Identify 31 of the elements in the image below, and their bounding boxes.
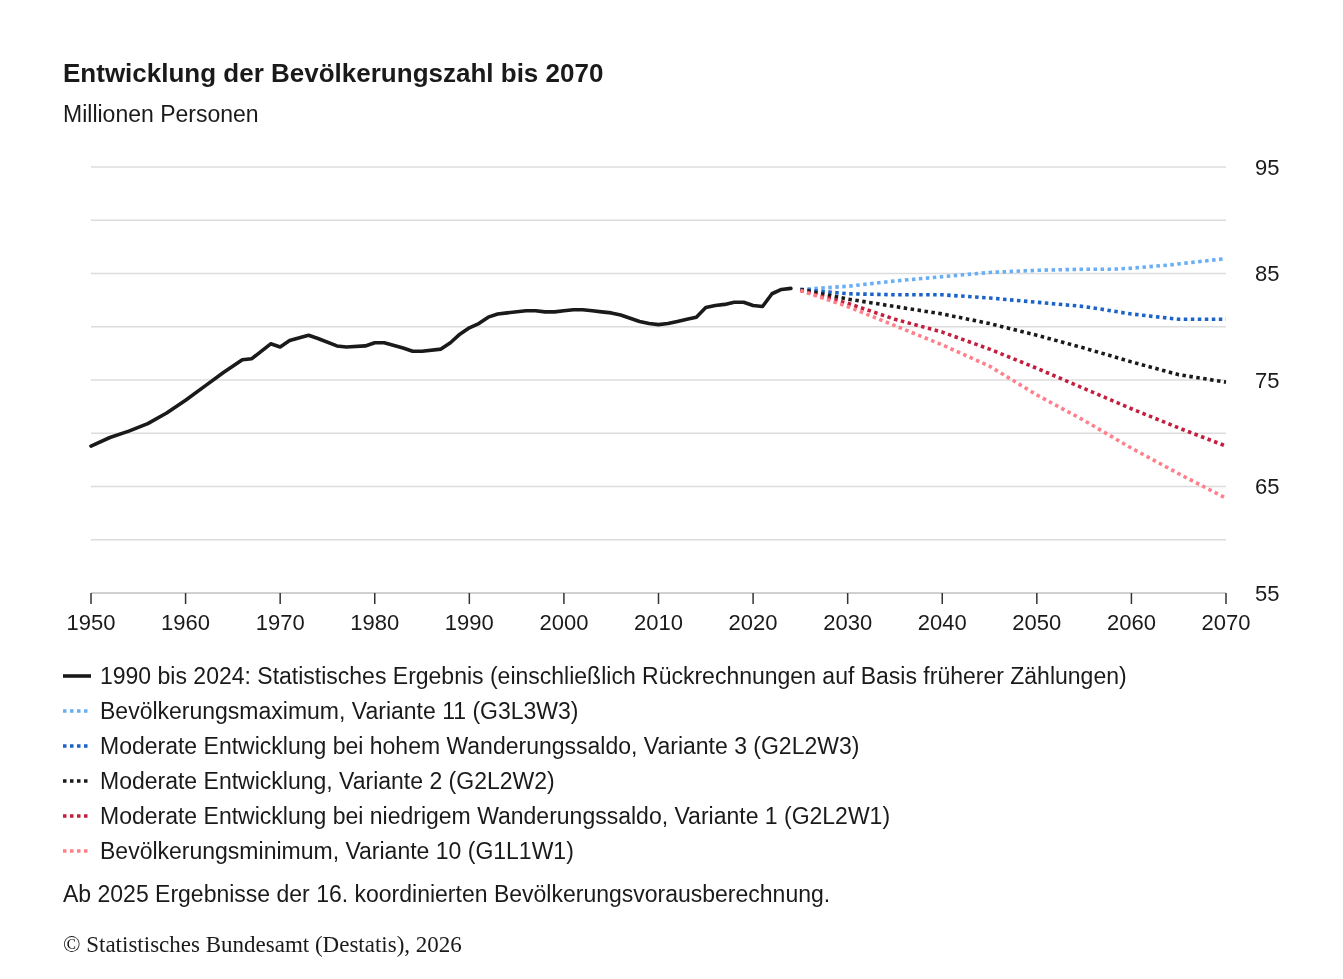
x-tick-label: 2060 [1106,609,1156,635]
x-tick-label: 2010 [634,609,683,635]
x-tick-label: 1990 [444,609,494,635]
x-tick-label: 2070 [1201,609,1251,635]
legend-label: 1990 bis 2024: Statistisches Ergebnis (einschließlich Rückrechnungen auf Basis früherer Zählungen) [100,663,1127,689]
x-tick-label: 1960 [161,609,211,635]
y-tick-label: 95 [1255,154,1280,180]
y-tick-label: 65 [1255,474,1280,499]
x-tick-label: 2040 [917,609,967,635]
x-tick-label: 1980 [350,609,400,635]
x-tick-label: 1970 [255,609,305,635]
x-tick-label: 2000 [539,609,589,635]
chart-title: Entwicklung der Bevölkerungszahl bis 2070 [63,58,604,88]
legend-label: Bevölkerungsmaximum, Variante 11 (G3L3W3) [100,698,579,724]
x-tick-label: 2030 [823,609,873,635]
legend-label: Moderate Entwicklung, Variante 2 (G2L2W2) [100,768,555,794]
y-tick-label: 85 [1255,261,1280,286]
text: Ab 2025 Ergebnisse der 16. koordinierten Bevölkerungsvorausberechnung. [63,881,831,907]
text: © Statistisches Bundesamt (Destatis), 2026 [63,932,462,957]
x-tick-label: 2020 [728,609,778,635]
legend-label: Bevölkerungsminimum, Variante 10 (G1L1W1) [100,838,574,864]
line-series [89,286,793,448]
chart-subtitle: Millionen Personen [63,101,259,127]
x-tick-label: 2050 [1012,609,1062,635]
line-series [798,287,1228,384]
x-tick-label: 1950 [66,609,116,635]
y-tick-label: 55 [1255,580,1280,606]
y-tick-label: 75 [1255,367,1280,393]
legend-label: Moderate Entwicklung bei hohem Wanderungssaldo, Variante 3 (G2L2W3) [100,733,860,759]
line-series [798,288,1228,501]
legend-label: Moderate Entwicklung bei niedrigem Wanderungssaldo, Variante 1 (G2L2W1) [100,803,891,829]
